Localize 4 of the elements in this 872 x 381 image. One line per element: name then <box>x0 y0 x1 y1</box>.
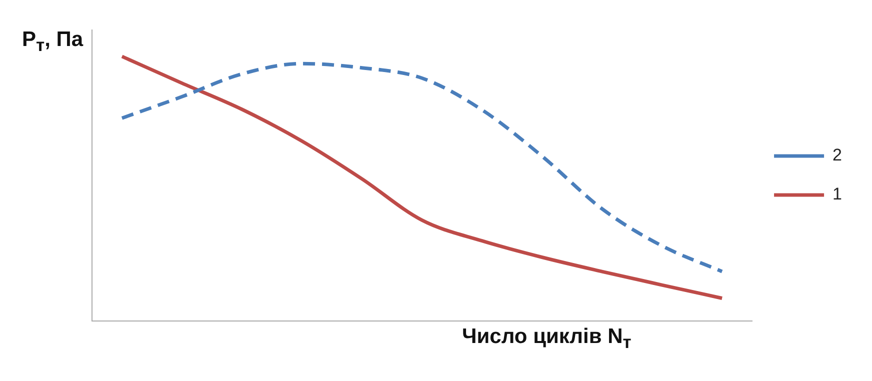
y-axis-title: P$_{т}$, Па <box>22 28 84 56</box>
x-axis-title: Число циклів N$_{т}$ <box>462 325 632 354</box>
legend-label: 1 <box>832 184 842 204</box>
legend-label: 2 <box>832 146 842 165</box>
